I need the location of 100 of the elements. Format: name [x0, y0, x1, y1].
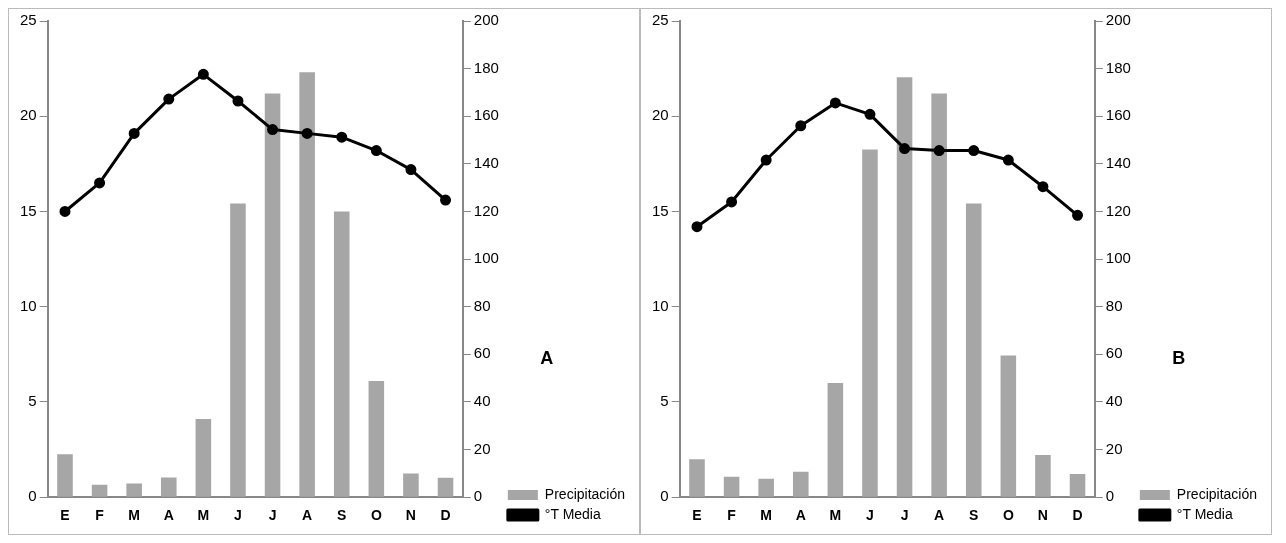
y2-tick-label: 100 [1105, 249, 1131, 267]
y2-tick-label: 20 [473, 439, 491, 457]
bar [437, 477, 454, 497]
bar [368, 381, 385, 497]
point [864, 108, 876, 120]
bar [195, 419, 212, 497]
y2-tick-label: 200 [473, 11, 499, 29]
point [232, 95, 244, 107]
bar [403, 473, 419, 497]
bar [57, 454, 73, 497]
y-tick-label: 5 [28, 392, 37, 410]
y-tick-label: 0 [28, 487, 37, 505]
x-tick-label: M [829, 507, 842, 524]
point [726, 196, 738, 208]
y-tick-label: 15 [652, 201, 669, 219]
y-tick-label: 25 [652, 11, 669, 29]
bar [91, 484, 108, 497]
point [795, 120, 807, 132]
bar [1035, 455, 1051, 497]
x-tick-label: M [197, 507, 210, 524]
y-tick-label: 5 [660, 392, 669, 410]
point [405, 164, 417, 176]
point [1002, 154, 1014, 166]
point [301, 127, 313, 139]
point [1072, 209, 1084, 221]
y2-tick-label: 200 [1105, 11, 1131, 29]
x-tick-label: S [969, 507, 979, 524]
y2-tick-label: 120 [473, 201, 499, 219]
x-tick-label: F [727, 507, 737, 524]
bar [758, 478, 774, 497]
x-tick-label: E [60, 507, 70, 524]
point [336, 131, 348, 143]
y-tick-label: 10 [652, 296, 669, 314]
point [128, 127, 140, 139]
bar [827, 382, 844, 497]
x-tick-label: O [1002, 507, 1014, 524]
y-tick-label: 25 [20, 11, 37, 29]
bar [723, 476, 740, 497]
point [899, 143, 911, 155]
bar [1000, 355, 1017, 497]
x-tick-label: D [1072, 507, 1083, 524]
point [197, 68, 209, 80]
point [94, 177, 106, 189]
x-tick-label: M [128, 507, 141, 524]
y-tick-label: 20 [652, 106, 669, 124]
point [370, 145, 382, 157]
legend-label: °T Media [1176, 505, 1233, 522]
x-tick-label: J [268, 507, 277, 524]
point [59, 205, 71, 217]
x-tick-label: M [760, 507, 773, 524]
x-tick-label: A [934, 507, 945, 524]
x-tick-label: J [234, 507, 242, 524]
bar [160, 477, 177, 497]
point [163, 93, 175, 105]
y2-tick-label: 160 [1105, 106, 1131, 124]
y2-tick-label: 160 [473, 106, 499, 124]
x-tick-label: O [370, 507, 382, 524]
bar [230, 203, 246, 497]
point [1037, 181, 1049, 193]
x-tick-label: A [302, 507, 313, 524]
bar [299, 72, 315, 497]
x-tick-label: E [692, 507, 702, 524]
bar [965, 203, 982, 497]
bar [333, 211, 350, 497]
x-tick-label: N [405, 507, 416, 524]
y-tick-label: 10 [20, 296, 37, 314]
point [440, 194, 452, 206]
point [691, 221, 703, 233]
y2-tick-label: 40 [1105, 392, 1123, 410]
x-tick-label: S [337, 507, 347, 524]
y2-tick-label: 140 [473, 154, 499, 171]
bar [896, 77, 913, 497]
y2-tick-label: 0 [473, 487, 483, 505]
bar [126, 483, 142, 497]
y2-tick-label: 100 [473, 249, 499, 267]
x-tick-label: A [795, 507, 806, 524]
y2-tick-label: 120 [1105, 201, 1131, 219]
y2-tick-label: 40 [473, 392, 491, 410]
point [760, 154, 772, 166]
x-tick-label: J [866, 507, 874, 524]
legend-label: Precipitación [1176, 485, 1257, 502]
bar [862, 149, 878, 497]
y2-tick-label: 180 [1105, 58, 1131, 76]
x-tick-label: A [163, 507, 174, 524]
bar [931, 93, 947, 497]
bar [792, 471, 809, 497]
point [933, 145, 945, 157]
x-tick-label: F [95, 507, 105, 524]
y2-tick-label: 0 [1105, 487, 1115, 505]
bar [264, 93, 281, 497]
y-tick-label: 0 [660, 487, 669, 505]
legend-label: Precipitación [544, 485, 625, 502]
point [829, 97, 841, 109]
y-tick-label: 15 [20, 201, 37, 219]
y-tick-label: 20 [20, 106, 37, 124]
x-tick-label: J [900, 507, 909, 524]
y2-tick-label: 20 [1105, 439, 1123, 457]
x-tick-label: D [440, 507, 451, 524]
legend-label: °T Media [544, 505, 601, 522]
y2-tick-label: 180 [473, 58, 499, 76]
